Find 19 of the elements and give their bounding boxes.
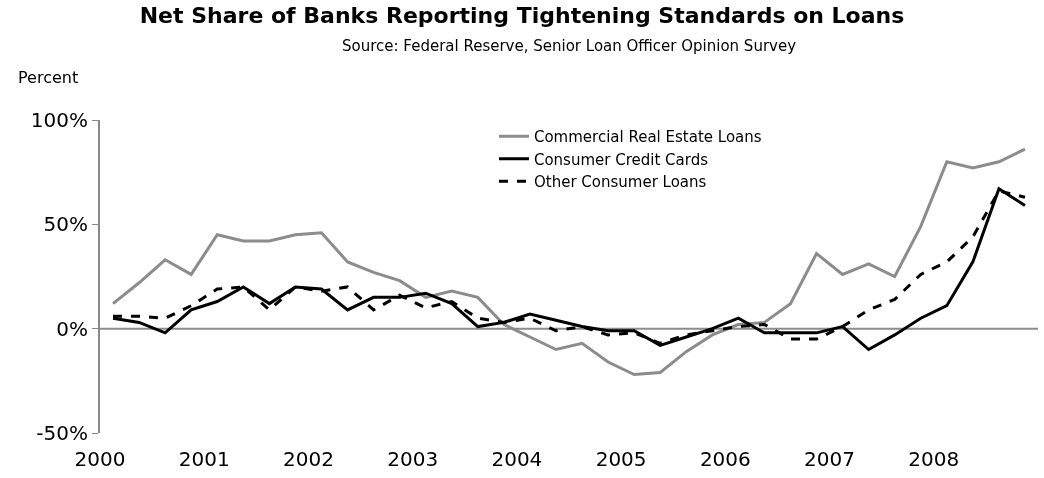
x-tick-label: 2003	[387, 447, 439, 471]
x-tick-label: 2001	[178, 447, 230, 471]
x-tick-label: 2006	[699, 447, 751, 471]
chart-subtitle: Source: Federal Reserve, Senior Loan Officer Opinion Survey	[342, 37, 797, 55]
y-tick-label: 0%	[56, 316, 88, 341]
y-tick-label: 100%	[30, 108, 88, 132]
x-tick-label: 2008	[908, 447, 960, 471]
x-tick-label: 2002	[282, 447, 334, 471]
x-tick-label: 2005	[595, 447, 647, 471]
x-tick-label: 2004	[491, 447, 543, 471]
y-tick-label: -50%	[36, 421, 88, 445]
legend-label: Commercial Real Estate Loans	[533, 128, 762, 147]
y-tick-label: 50%	[43, 212, 88, 237]
chart-title: Net Share of Banks Reporting Tightening Standards on Loans	[139, 2, 905, 28]
y-axis-title: Percent	[18, 68, 79, 87]
legend-label: Consumer Credit Cards	[533, 150, 709, 169]
x-tick-label: 2000	[74, 447, 126, 471]
legend-label: Other Consumer Loans	[533, 173, 707, 192]
x-tick-label: 2007	[804, 447, 856, 471]
